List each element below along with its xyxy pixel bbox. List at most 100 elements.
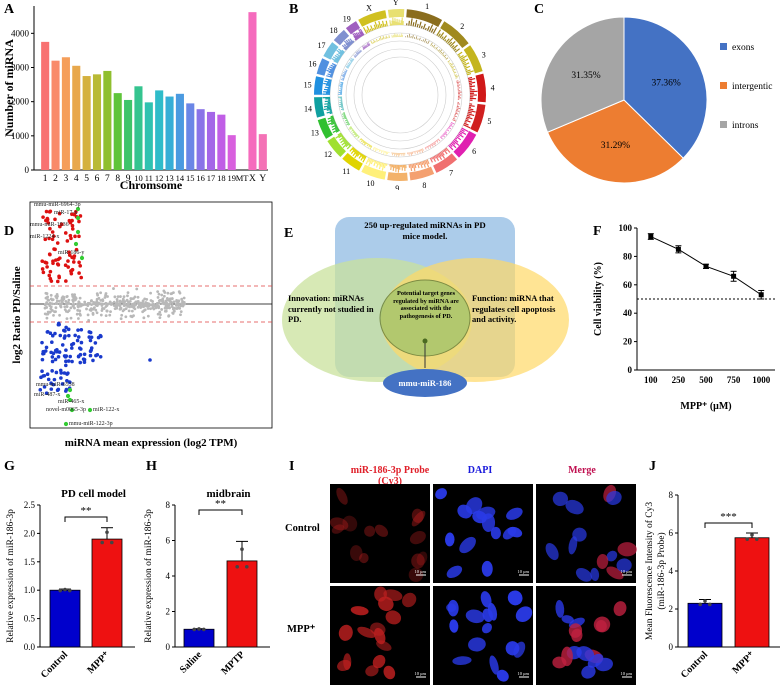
track-bar — [454, 49, 456, 51]
point-ns — [49, 307, 52, 310]
track-bar — [456, 78, 458, 79]
point-highlight — [68, 388, 72, 392]
x-tick-label: X — [249, 174, 256, 184]
point-ns — [171, 301, 174, 304]
track-ring — [330, 25, 470, 165]
track-bar — [332, 64, 336, 66]
bar-chr-15 — [186, 103, 194, 170]
point-ns — [70, 317, 73, 320]
x-tick-label: 2 — [53, 174, 58, 184]
significance-bracket — [65, 517, 107, 522]
point-down — [99, 355, 103, 359]
replicate-point — [63, 588, 67, 592]
track-bar — [455, 113, 458, 114]
x-tick-label: MPP⁺ — [85, 649, 112, 676]
track-bar — [409, 152, 410, 155]
chromosome-band-16 — [317, 58, 330, 75]
point-down — [55, 371, 59, 375]
replicate-point — [708, 603, 712, 607]
point-highlight — [64, 422, 68, 426]
track-bar — [344, 116, 346, 117]
track-bar — [466, 118, 469, 119]
point-ns — [142, 299, 145, 302]
y-tick-label: 1.5 — [24, 557, 36, 567]
track-bar — [386, 21, 387, 26]
point-ns — [66, 317, 69, 320]
point-ns — [83, 301, 86, 304]
track-bar — [331, 116, 334, 117]
point-ns — [96, 311, 99, 314]
point-highlight — [66, 394, 70, 398]
track-bar — [418, 150, 419, 152]
x-axis-label: MPP⁺ (μM) — [680, 401, 731, 412]
chromosome-label: 2 — [460, 22, 464, 31]
track-bar — [433, 45, 435, 48]
pie-chart: 37.36%31.29%31.35%exonsintergenticintron… — [530, 0, 784, 195]
y-tick-label: 60 — [623, 280, 633, 290]
point-ns — [61, 301, 64, 304]
x-tick-label: 1 — [43, 174, 48, 184]
track-bar — [382, 38, 383, 40]
track-ring — [354, 49, 446, 141]
track-bar — [369, 144, 370, 145]
track-bar — [415, 20, 416, 27]
track-bar — [385, 151, 386, 153]
track-bar — [436, 47, 438, 49]
point-ns — [166, 292, 169, 295]
track-bar — [459, 132, 462, 134]
track-bar — [341, 109, 344, 110]
track-bar — [386, 151, 387, 155]
panel-label-g: G — [4, 459, 15, 475]
scale-bar-label: 10 μm — [414, 671, 426, 676]
track-bar — [453, 120, 456, 122]
point-annotation: novel-m0065-3p — [46, 407, 86, 413]
track-bar — [384, 163, 385, 168]
track-bar — [334, 124, 336, 125]
track-bar — [445, 40, 446, 42]
track-bar — [374, 25, 376, 30]
track-bar — [327, 83, 331, 84]
point-ns — [55, 302, 58, 305]
significance-bracket — [705, 523, 752, 528]
point-down — [65, 388, 69, 392]
point-ns — [164, 310, 167, 313]
track-bar — [409, 34, 410, 38]
track-bar — [469, 109, 474, 110]
track-bar — [351, 62, 352, 63]
point-down — [53, 378, 57, 382]
point-ns — [167, 314, 170, 317]
point-ns — [178, 299, 181, 302]
track-bar — [380, 36, 381, 40]
volcano-plot: mmu-miR-6964-3pmiR-17-xmmu-miR-1936miR-1… — [0, 200, 275, 455]
x-tick-label: Y — [259, 174, 266, 184]
chromosome-label: 8 — [422, 181, 426, 190]
point-up — [53, 248, 57, 252]
data-point — [648, 234, 653, 239]
track-bar — [446, 58, 448, 60]
result-text: mmu-miR-186 — [399, 378, 452, 388]
track-bar — [427, 26, 429, 30]
significance-marker: ** — [81, 505, 92, 517]
point-ns — [115, 307, 118, 310]
track-bar — [467, 74, 471, 75]
chart-title: midbrain — [206, 488, 250, 500]
x-axis-label: miRNA mean expression (log2 TPM) — [65, 437, 238, 449]
track-bar — [413, 35, 414, 38]
track-bar — [448, 38, 453, 44]
track-bar — [339, 106, 343, 107]
track-bar — [374, 40, 375, 43]
point-down — [148, 358, 152, 362]
track-bar — [433, 27, 436, 33]
point-ns — [68, 302, 71, 305]
point-down — [94, 341, 98, 345]
track-bar — [463, 125, 470, 128]
point-highlight — [80, 256, 84, 260]
point-down — [59, 369, 63, 373]
track-bar — [376, 39, 377, 42]
point-up — [69, 234, 73, 238]
point-ns — [101, 303, 104, 306]
point-ns — [134, 308, 137, 311]
panel-label-c: C — [534, 2, 544, 18]
